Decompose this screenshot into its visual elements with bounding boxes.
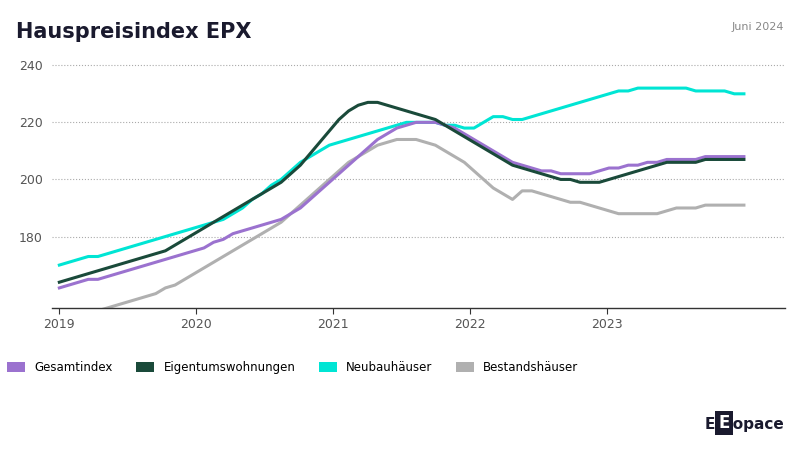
Legend: Gesamtindex, Eigentumswohnungen, Neubauhäuser, Bestandshäuser: Gesamtindex, Eigentumswohnungen, Neubauh… <box>7 361 578 374</box>
Text: Europace: Europace <box>704 417 784 432</box>
Text: E: E <box>718 414 730 432</box>
Text: Hauspreisindex EPX: Hauspreisindex EPX <box>16 22 251 42</box>
Text: Juni 2024: Juni 2024 <box>731 22 784 32</box>
